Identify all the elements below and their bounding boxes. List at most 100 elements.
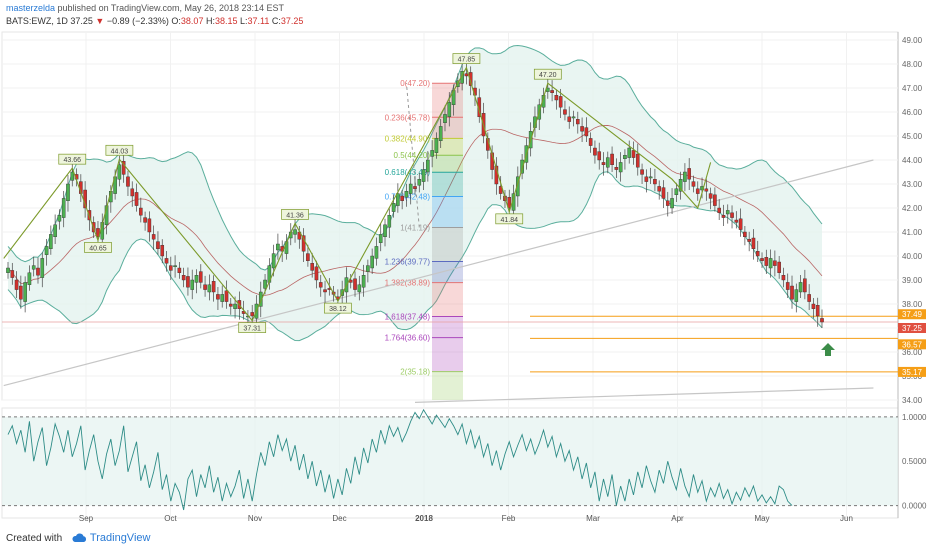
candle-body — [618, 162, 623, 173]
fib-level-label: 1.382(38.89) — [385, 279, 431, 288]
candle-body — [717, 207, 721, 214]
candle-body — [610, 153, 614, 166]
candle-body — [426, 159, 430, 173]
candle-body — [306, 253, 310, 262]
open-label: O: — [171, 16, 181, 26]
fib-level-label: 2(35.18) — [400, 368, 430, 377]
candle-body — [139, 207, 143, 216]
candle-body — [6, 267, 10, 274]
candle-body — [635, 153, 640, 168]
pivot-label: 44.03 — [111, 148, 129, 155]
candle-body — [704, 188, 709, 192]
price-tick-label: 39.00 — [902, 276, 923, 285]
candle-body — [768, 258, 773, 269]
fib-level-label: 0.5(44.20) — [394, 151, 431, 160]
candle-body — [743, 231, 747, 238]
footer: Created with TradingView — [6, 532, 150, 544]
price-tick-label: 49.00 — [902, 36, 923, 45]
candle-body — [19, 285, 23, 300]
fib-level-label: 1(41.19) — [400, 223, 430, 232]
created-with-text: Created with — [6, 533, 63, 544]
candle-body — [653, 178, 657, 185]
candle-body — [134, 192, 139, 206]
candle-body — [168, 265, 173, 271]
symbol-label[interactable]: BATS:EWZ, 1D — [6, 16, 68, 26]
candle-body — [798, 282, 803, 293]
low-value: 37.11 — [247, 16, 270, 26]
close-label: C: — [271, 16, 281, 26]
candle-body — [361, 275, 366, 288]
candle-body — [276, 243, 280, 251]
tradingview-brand[interactable]: TradingView — [89, 532, 151, 544]
fib-level-label: 0.382(44.90) — [385, 134, 431, 143]
candle-body — [614, 166, 619, 170]
bollinger-upper-line — [7, 45, 823, 271]
candle-body — [640, 169, 644, 175]
candle-body — [627, 147, 632, 158]
pivot-label-box — [84, 242, 112, 253]
candle-body — [683, 171, 687, 182]
pivot-label-box — [105, 144, 134, 156]
candle-body — [674, 188, 679, 196]
author-link[interactable]: masterzelda — [6, 3, 56, 13]
candle-body — [815, 305, 820, 317]
candle-body — [233, 303, 237, 310]
candle-body — [211, 281, 216, 293]
low-label: L: — [240, 16, 248, 26]
candle-body — [794, 289, 799, 302]
time-tick-label: Apr — [671, 514, 684, 523]
fib-zone — [432, 282, 463, 317]
pivot-label-box — [281, 209, 309, 220]
price-tag-box — [898, 309, 926, 320]
candle-body — [203, 284, 207, 290]
candle-body — [623, 154, 627, 159]
candle-body — [588, 138, 593, 146]
candle-body — [803, 278, 807, 293]
candle-body — [357, 284, 362, 293]
candle-body — [507, 196, 512, 209]
candle-body — [207, 284, 212, 293]
time-tick-label: Oct — [164, 514, 177, 523]
price-tick-label: 38.00 — [902, 300, 923, 309]
candle-body — [670, 198, 674, 209]
oscillator-tick-label: 0.5000 — [902, 457, 927, 466]
oscillator-line — [7, 408, 793, 511]
candle-body — [601, 162, 606, 165]
candle-body — [558, 96, 563, 108]
candle-body — [323, 289, 327, 293]
candle-body — [181, 275, 186, 281]
candle-body — [520, 159, 524, 174]
fib-zone — [432, 337, 463, 372]
tradingview-logo-icon — [72, 533, 86, 543]
candle-body — [567, 116, 572, 122]
price-tick-label: 45.00 — [902, 132, 923, 141]
candle-body — [57, 214, 62, 222]
candle-body — [23, 282, 27, 302]
candle-body — [443, 114, 447, 124]
oscillator-band-fill — [2, 416, 898, 506]
fib-zone — [432, 261, 463, 283]
candle-body — [764, 257, 769, 266]
candle-body — [66, 183, 70, 201]
time-tick-label: Sep — [79, 514, 94, 523]
candle-body — [593, 147, 597, 156]
symbol-line: BATS:EWZ, 1D 37.25 ▼ −0.89 (−2.33%) O:38… — [6, 16, 303, 26]
candle-body — [250, 312, 255, 317]
candle-body — [391, 202, 396, 212]
candle-body — [383, 224, 387, 238]
pivot-label: 43.66 — [63, 157, 81, 164]
candle-body — [14, 279, 19, 290]
candle-body — [550, 90, 554, 94]
candle-body — [734, 219, 739, 223]
time-tick-label: 2018 — [415, 514, 433, 523]
price-tick-label: 48.00 — [902, 60, 923, 69]
candle-body — [807, 294, 811, 302]
candle-body — [151, 234, 156, 240]
candle-body — [164, 258, 169, 264]
candle-body — [53, 224, 57, 238]
candle-body — [293, 229, 297, 235]
candle-body — [713, 194, 717, 206]
candle-body — [263, 279, 267, 289]
candle-body — [301, 235, 306, 252]
